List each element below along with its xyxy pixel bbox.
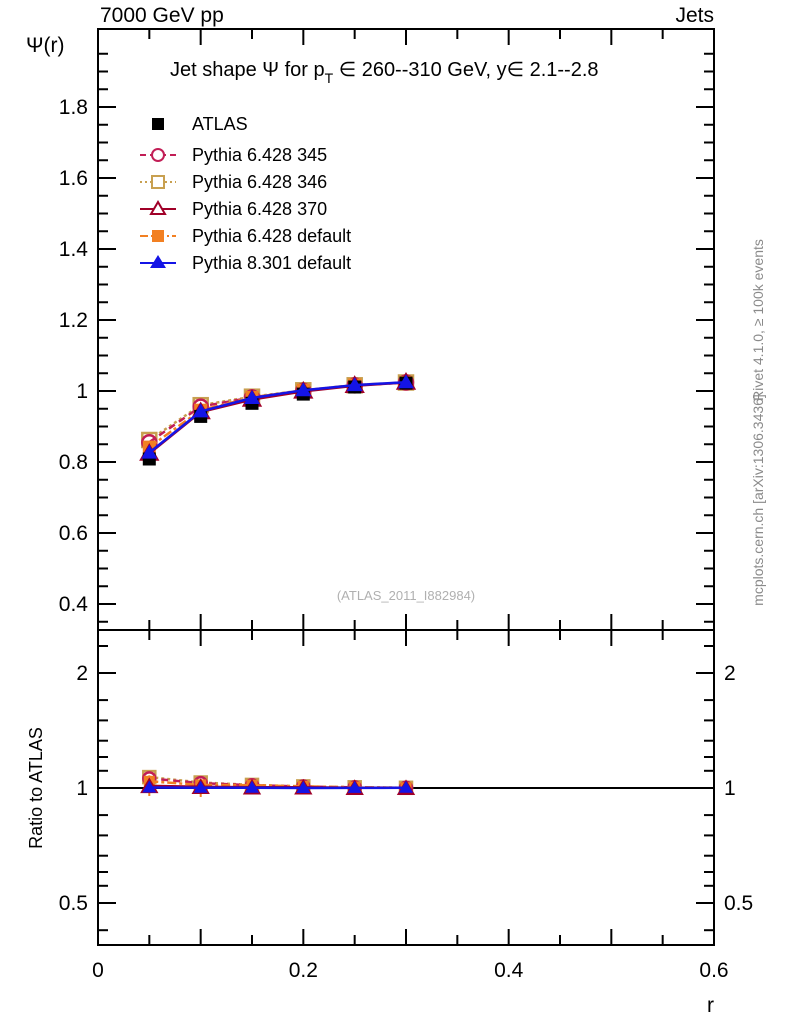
markers-atlas <box>142 376 413 466</box>
ratio-ytick-left-1: 1 <box>76 777 88 800</box>
main-y-ticks <box>98 106 714 605</box>
legend-label-py345: Pythia 6.428 345 <box>192 145 327 165</box>
legend-label-atlas: ATLAS <box>192 114 248 134</box>
markers-py346 <box>141 374 415 449</box>
ratio-series-py345 <box>142 771 414 796</box>
series-py8def <box>141 374 414 459</box>
series-py346 <box>141 374 415 449</box>
main-ytick-1: 0.6 <box>59 522 88 545</box>
xtick-1: 0.2 <box>289 959 318 982</box>
square-filled-icon <box>152 230 164 242</box>
ratio-series-group <box>140 769 416 797</box>
analysis-id-watermark: (ATLAS_2011_I882984) <box>337 588 475 603</box>
main-ytick-7: 1.8 <box>59 96 88 119</box>
xtick-3: 0.6 <box>699 959 728 982</box>
legend-item-atlas[interactable]: ATLAS <box>152 114 248 134</box>
ratio-x-ticks <box>97 630 715 945</box>
series-py345 <box>141 374 415 451</box>
main-y-axis-label: Ψ(r) <box>26 34 65 57</box>
circle-open-icon <box>151 148 165 162</box>
header-analysis-label: Jets <box>675 4 714 27</box>
markers-py6def <box>142 376 413 454</box>
rivet-version-note: Rivet 4.1.0, ≥ 100k events <box>750 239 766 401</box>
title-part-c: ∈ 260--310 GeV, y∈ 2.1--2.8 <box>333 59 598 81</box>
title-psi-symbol: Ψ <box>262 59 279 81</box>
legend-label-py8def: Pythia 8.301 default <box>192 253 351 273</box>
legend-item-py370[interactable]: Pythia 6.428 370 <box>140 199 327 219</box>
title-part-a: Jet shape <box>170 59 262 81</box>
xtick-2: 0.4 <box>494 959 524 982</box>
ratio-ytick-left-2: 2 <box>76 662 88 685</box>
legend-label-py6def: Pythia 6.428 default <box>192 226 351 246</box>
ratio-series-py346 <box>142 769 414 796</box>
triangle-filled-icon <box>150 255 166 268</box>
series-py370 <box>139 371 417 461</box>
title-subscript-T: T <box>325 70 334 86</box>
header-beam-label: 7000 GeV pp <box>100 4 224 27</box>
x-axis-label: r <box>707 994 714 1017</box>
legend: ATLAS Pythia 6.428 345 Pythia 6.428 346 <box>140 114 351 273</box>
legend-item-py6def[interactable]: Pythia 6.428 default <box>140 226 351 246</box>
legend-item-py8def[interactable]: Pythia 8.301 default <box>140 253 351 273</box>
legend-label-py370: Pythia 6.428 370 <box>192 199 327 219</box>
main-ytick-4: 1.2 <box>59 309 88 332</box>
ratio-ytick-right-2: 2 <box>724 662 736 685</box>
series-atlas <box>142 376 413 466</box>
xtick-0: 0 <box>92 959 104 982</box>
ratio-panel: Ratio to ATLAS <box>26 629 753 946</box>
main-plot-frame <box>97 28 715 631</box>
title-part-b: for p <box>279 59 325 81</box>
main-ytick-6: 1.6 <box>59 167 88 190</box>
ratio-y-ticks <box>98 672 714 904</box>
main-ytick-3: 1 <box>76 380 88 403</box>
main-ytick-0: 0.4 <box>59 593 89 616</box>
square-filled-icon <box>152 118 164 130</box>
ratio-series-py8def <box>142 780 413 793</box>
ratio-ytick-left-0: 0.5 <box>59 892 88 915</box>
svg-text:Jet shape Ψ for pT ∈ 260--310: Jet shape Ψ for pT ∈ 260--310 GeV, y∈ 2.… <box>170 59 599 86</box>
markers-py370 <box>139 371 417 461</box>
ratio-ytick-right-1: 1 <box>724 777 736 800</box>
legend-item-py346[interactable]: Pythia 6.428 346 <box>140 172 327 192</box>
main-y-minor-ticks <box>98 52 714 623</box>
mcplots-reference-note: mcplots.cern.ch [arXiv:1306.3436] <box>750 394 766 606</box>
ratio-ytick-right-0: 0.5 <box>724 892 753 915</box>
ratio-y-minor-ticks <box>98 645 714 932</box>
markers-py345 <box>141 374 415 451</box>
legend-item-py345[interactable]: Pythia 6.428 345 <box>140 145 327 165</box>
triangle-open-icon <box>149 200 167 215</box>
main-series-group <box>139 371 417 466</box>
legend-label-py346: Pythia 6.428 346 <box>192 172 327 192</box>
main-ytick-2: 0.8 <box>59 451 88 474</box>
main-panel: Ψ(r) <box>26 28 715 631</box>
ratio-y-axis-label: Ratio to ATLAS <box>26 727 46 849</box>
main-x-ticks <box>148 29 664 630</box>
markers-py8def <box>141 374 414 459</box>
series-py6def <box>142 376 413 454</box>
square-open-icon <box>151 175 165 189</box>
main-ytick-5: 1.4 <box>59 238 89 261</box>
main-plot-title: Jet shape Ψ for pT ∈ 260--310 GeV, y∈ 2.… <box>170 59 599 86</box>
